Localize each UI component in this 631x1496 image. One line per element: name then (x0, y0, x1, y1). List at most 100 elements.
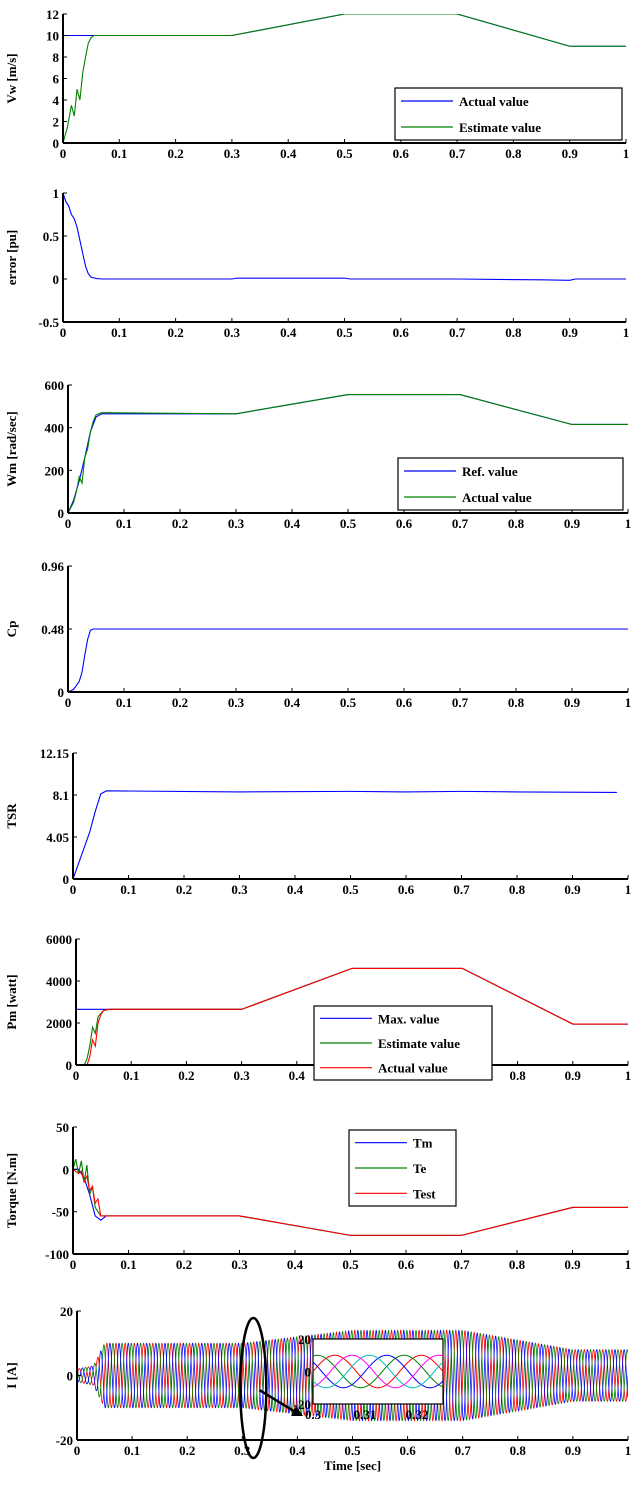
legend-label: Estimate value (459, 120, 541, 135)
y-tick-label: 10 (46, 29, 59, 44)
x-tick-label: 0 (60, 146, 67, 161)
x-tick-label: 0.6 (398, 882, 415, 897)
legend-label: Tm (413, 1136, 433, 1151)
y-tick-label: 0.96 (41, 559, 64, 574)
y-tick-label: 0.5 (43, 229, 60, 244)
x-tick-label: 0 (70, 1257, 77, 1272)
x-tick-label: 0.3 (231, 882, 248, 897)
x-tick-label: 0 (65, 516, 72, 531)
x-tick-label: 1 (625, 1068, 631, 1083)
x-tick-label: 1 (625, 516, 631, 531)
x-tick-label: 0.9 (562, 146, 579, 161)
x-tick-label: 1 (623, 146, 630, 161)
series-line-3 (76, 967, 628, 1065)
x-tick-label: 0.7 (453, 882, 470, 897)
x-tick-label: 0.9 (564, 882, 581, 897)
y-tick-label: 0 (58, 506, 65, 521)
x-tick-label: 1 (625, 1443, 631, 1458)
legend-box (397, 457, 624, 511)
plot-area-6 (76, 967, 628, 1065)
x-tick-label: 0.8 (510, 1443, 527, 1458)
y-tick-label: 0.48 (41, 622, 64, 637)
x-tick-label: 0.9 (564, 516, 581, 531)
x-tick-label: 0.4 (280, 325, 297, 340)
chart-panel-5: 0 0.1 0.2 0.3 0.4 0.5 0.6 0.7 0.8 0.9 1 0 4.05 8.1 12.… (4, 746, 631, 897)
x-tick-label: 0.9 (564, 1257, 581, 1272)
y-tick-label: 600 (45, 378, 65, 393)
x-tick-label: 0.7 (453, 1257, 470, 1272)
x-tick-label: 0.9 (565, 1068, 582, 1083)
x-tick-label: 0.9 (564, 695, 581, 710)
legend: Tm Te Test (348, 1129, 457, 1207)
x-tick-label: 0.2 (167, 325, 183, 340)
x-tick-label: 0.8 (509, 1257, 526, 1272)
y-tick-label: 0 (58, 685, 65, 700)
x-tick-label: 0.6 (396, 695, 413, 710)
legend-label: Max. value (378, 1011, 440, 1026)
y-tick-label: 6000 (46, 932, 72, 947)
series-line-1 (63, 193, 626, 281)
chart-panel-7: 0 0.1 0.2 0.3 0.4 0.5 0.6 0.7 0.8 0.9 1 -100 -50 0 50 T… (4, 1120, 631, 1272)
x-tick-label: 0.5 (344, 1443, 361, 1458)
y-tick-label: 200 (45, 463, 65, 478)
inset-y-tick-label: 20 (298, 1332, 311, 1347)
x-tick-label: 0.4 (284, 695, 301, 710)
inset-x-tick-label: 0.31 (354, 1407, 377, 1422)
y-tick-label: -50 (52, 1205, 69, 1220)
x-tick-label: 0.6 (393, 325, 410, 340)
series-line-1 (73, 790, 617, 879)
y-tick-label: 2 (53, 115, 60, 130)
x-tick-label: 0.3 (224, 146, 241, 161)
x-tick-label: 0.5 (342, 882, 359, 897)
x-tick-label: 0.4 (289, 1443, 306, 1458)
y-tick-label: 4 (53, 93, 60, 108)
plot-area-5 (73, 790, 617, 879)
x-tick-label: 0.7 (449, 146, 466, 161)
x-tick-label: 0.5 (340, 695, 357, 710)
x-tick-label: 0.6 (398, 1257, 415, 1272)
x-tick-label: 0.8 (509, 882, 526, 897)
arrow-head (291, 1406, 303, 1416)
plot-area-3 (68, 394, 628, 513)
y-axis-label: Wm [rad/sec] (4, 411, 19, 486)
y-tick-label: 0 (53, 136, 60, 151)
x-tick-label: 0.1 (111, 146, 127, 161)
x-tick-label: 0.2 (176, 1257, 192, 1272)
chart-panel-2: 0 0.1 0.2 0.3 0.4 0.5 0.6 0.7 0.8 0.9 1-0.500.51er… (4, 186, 629, 340)
x-tick-label: 0.1 (120, 1257, 136, 1272)
x-tick-label: 0.6 (396, 516, 413, 531)
chart-panel-1: 0 0.1 0.2 0.3 0.4 0.5 0.6 0.7 0.8 0.9 1024681012Vw… (4, 7, 629, 161)
y-axis-label: TSR (4, 803, 19, 829)
y-axis-label: Torque [N.m] (4, 1153, 19, 1228)
y-tick-label: 0 (66, 1058, 73, 1073)
x-tick-label: 0.7 (455, 1443, 472, 1458)
x-tick-label: 0 (70, 882, 77, 897)
legend-label: Estimate value (378, 1036, 460, 1051)
x-tick-label: 0.4 (284, 516, 301, 531)
series-line-2 (68, 394, 628, 513)
y-tick-label: 6 (53, 72, 60, 87)
x-tick-label: 0.1 (124, 1443, 140, 1458)
inset-box (312, 1338, 444, 1405)
x-tick-label: 0.3 (231, 1257, 248, 1272)
x-tick-label: 0.4 (287, 882, 304, 897)
x-tick-label: 0 (60, 325, 67, 340)
y-tick-label: 1 (53, 186, 60, 201)
zoom-arrow (258, 1388, 298, 1415)
x-tick-label: 0.6 (393, 146, 410, 161)
y-tick-label: 2000 (46, 1016, 72, 1031)
x-axis-label: Time [sec] (324, 1458, 381, 1473)
series-line-1 (68, 628, 628, 692)
y-tick-label: 0 (67, 1369, 74, 1384)
x-tick-label: 0.2 (179, 1443, 195, 1458)
y-tick-label: 12 (46, 7, 59, 22)
legend-label: Te (413, 1161, 426, 1176)
series-line-3 (73, 1168, 628, 1236)
x-tick-label: 0 (65, 695, 72, 710)
y-tick-label: -100 (45, 1247, 69, 1262)
inset-series-4 (312, 1354, 444, 1389)
plot-area-4 (68, 628, 628, 692)
y-tick-label: -0.5 (38, 315, 59, 330)
plot-area-2 (63, 193, 626, 281)
x-tick-label: 1 (625, 695, 631, 710)
